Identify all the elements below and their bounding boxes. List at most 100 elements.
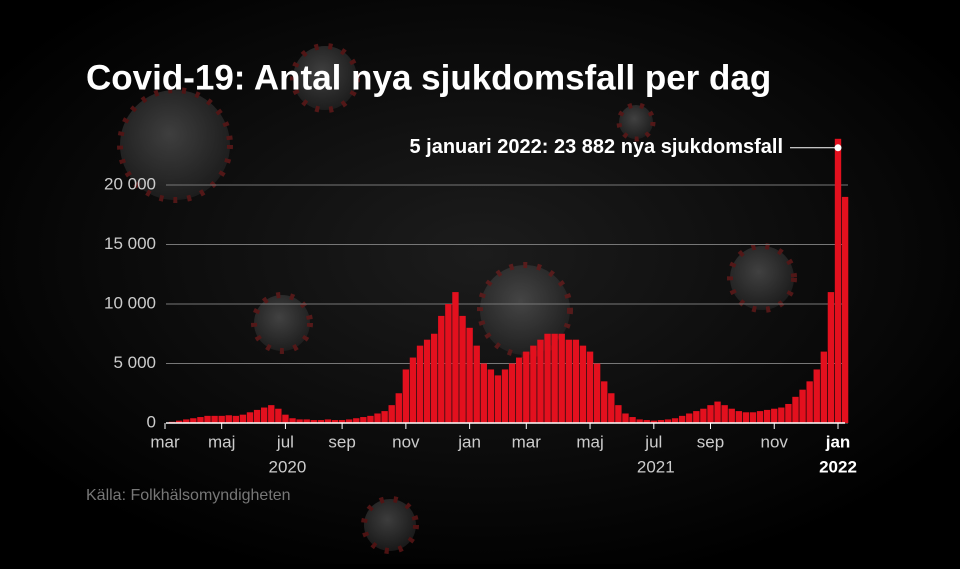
bar: [402, 369, 410, 423]
bar: [175, 420, 183, 423]
bar: [346, 419, 353, 423]
bar: [785, 403, 792, 423]
bar: [629, 417, 636, 423]
bar: [806, 381, 813, 423]
x-tick-label: sep: [697, 432, 724, 451]
bar: [537, 339, 544, 423]
bar: [636, 419, 643, 423]
bar: [707, 405, 714, 423]
bar: [218, 415, 225, 423]
bar: [714, 401, 721, 423]
bar: [530, 345, 537, 423]
bar: [466, 327, 473, 423]
x-tick-label: nov: [761, 432, 789, 451]
bar: [388, 405, 395, 423]
bar: [275, 408, 282, 423]
bar: [360, 417, 367, 423]
bar: [317, 420, 325, 423]
x-tick-label: maj: [208, 432, 235, 451]
x-tick-label: jul: [276, 432, 294, 451]
y-tick-label: 5 000: [113, 353, 156, 372]
bar: [338, 420, 346, 423]
bar: [622, 413, 629, 423]
bar: [771, 408, 778, 423]
bar: [763, 409, 771, 423]
bar: [756, 411, 764, 423]
bar: [197, 417, 204, 423]
bar: [423, 339, 431, 423]
bar: [289, 418, 296, 423]
bar: [331, 420, 339, 423]
bar: [572, 339, 580, 423]
bar: [558, 333, 565, 423]
year-label: 2022: [819, 457, 857, 476]
bar: [409, 357, 417, 423]
bar: [494, 375, 502, 423]
bar: [374, 413, 381, 423]
annotation: 5 januari 2022: 23 882 nya sjukdomsfall: [409, 136, 783, 158]
bar: [416, 345, 424, 423]
y-tick-label: 15 000: [104, 234, 156, 253]
bar: [671, 418, 679, 423]
bar: [841, 196, 849, 423]
bar: [678, 415, 686, 423]
x-tick-label: mar: [150, 432, 180, 451]
bar: [523, 351, 530, 423]
bar: [686, 413, 693, 423]
bar: [657, 420, 665, 423]
bar: [834, 138, 842, 423]
bar: [246, 412, 254, 423]
bar: [551, 333, 558, 423]
bar: [508, 363, 516, 423]
bar: [438, 315, 445, 423]
source: Källa: Folkhälsomyndigheten: [86, 487, 291, 504]
bar: [239, 414, 247, 423]
bar: [452, 292, 459, 423]
bar: [211, 415, 218, 423]
bar: [303, 419, 310, 423]
bar: [260, 407, 268, 423]
bar: [827, 292, 835, 423]
bar: [480, 363, 487, 423]
bar: [459, 315, 466, 423]
decoration: [117, 43, 797, 554]
x-tick-label: jul: [644, 432, 662, 451]
bar: [615, 405, 622, 423]
bar: [820, 351, 828, 423]
bar: [225, 415, 232, 423]
bar: [700, 408, 707, 423]
chart-title: Covid-19: Antal nya sjukdomsfall per dag: [86, 58, 771, 97]
bar: [735, 411, 743, 423]
year-label: 2021: [637, 457, 675, 476]
bar: [501, 369, 509, 423]
bar: [664, 419, 672, 423]
bar: [253, 409, 261, 423]
bar: [487, 369, 495, 423]
bar: [586, 351, 594, 423]
x-tick-label: nov: [392, 432, 420, 451]
bar: [516, 357, 523, 423]
bar: [282, 414, 289, 423]
bar: [799, 389, 806, 423]
bar: [601, 381, 608, 423]
bar: [608, 393, 615, 423]
x-tick-label: maj: [576, 432, 603, 451]
bar: [579, 345, 587, 423]
year-label: 2020: [269, 457, 307, 476]
bar: [693, 411, 700, 423]
bar: [643, 420, 650, 423]
bar: [813, 369, 820, 423]
x-tick-label: mar: [512, 432, 542, 451]
bar: [381, 411, 388, 423]
bar: [792, 396, 799, 423]
bar: [778, 407, 785, 423]
bar: [728, 408, 735, 423]
y-tick-label: 10 000: [104, 293, 156, 312]
y-tick-label: 0: [147, 412, 156, 431]
bar: [353, 418, 360, 423]
bar: [183, 419, 190, 423]
bar: [395, 393, 402, 423]
x-tick-label: sep: [328, 432, 355, 451]
bar: [268, 405, 275, 423]
